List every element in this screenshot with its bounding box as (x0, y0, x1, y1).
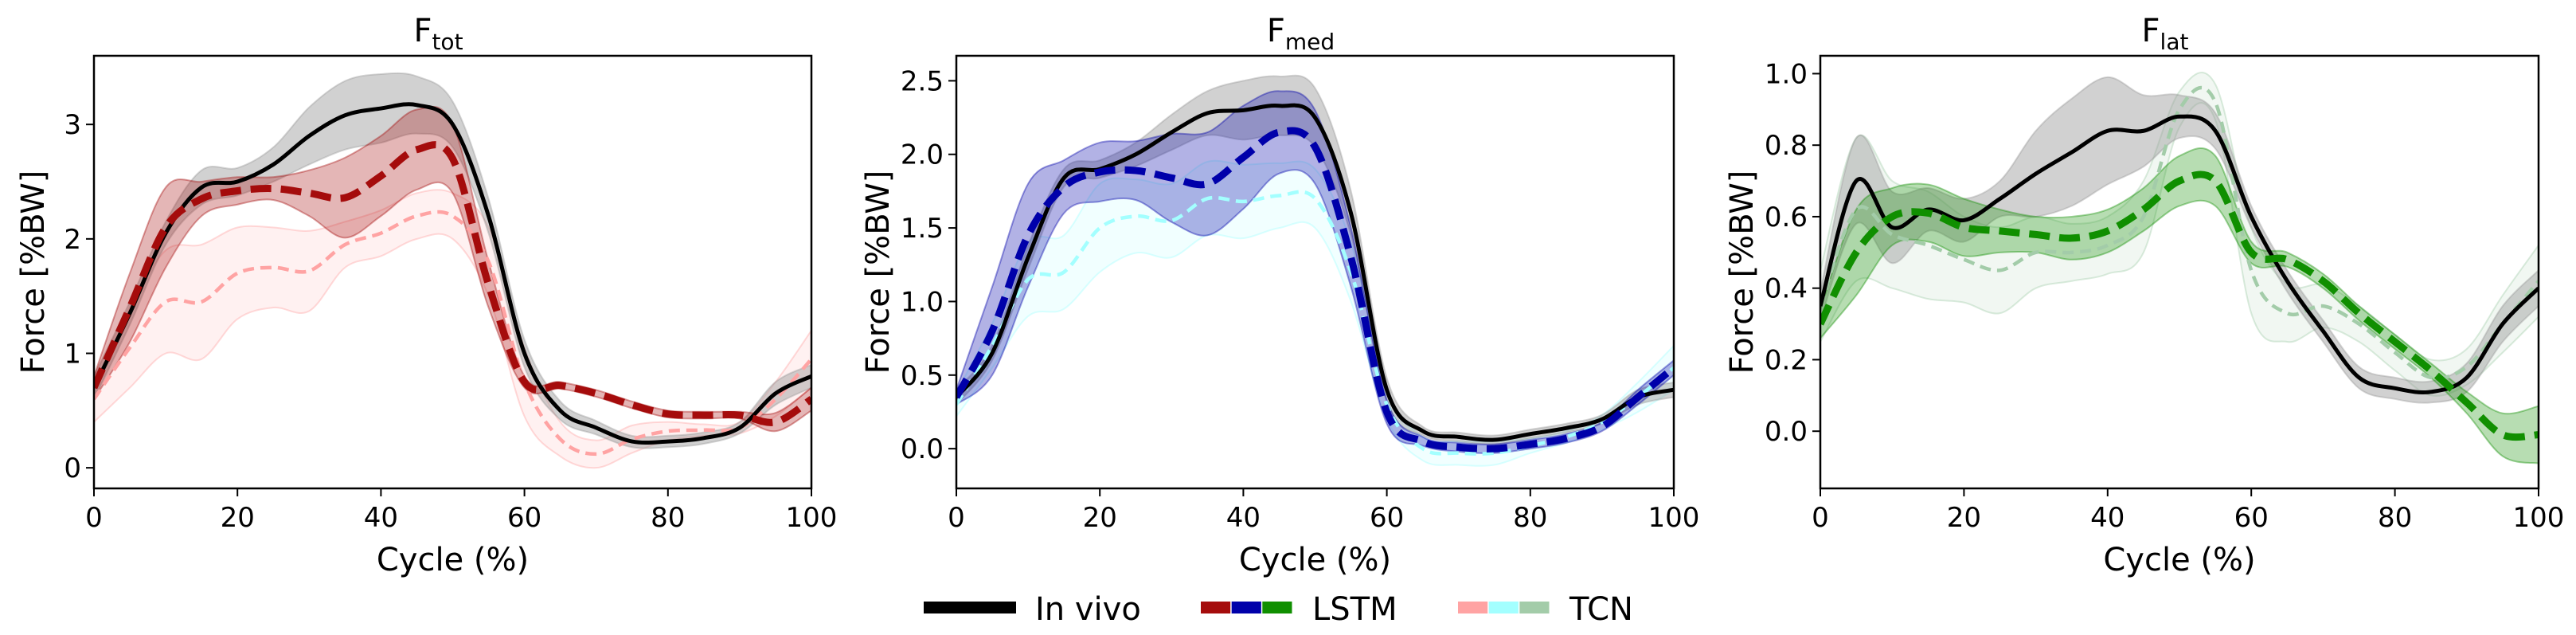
title-subscript: lat (2160, 29, 2189, 55)
x-tick-label: 100 (1648, 502, 1700, 534)
band-tcn (94, 189, 811, 469)
y-tick-label: 1 (64, 338, 81, 370)
y-axis-label: Force [%BW] (15, 171, 52, 374)
legend-item-in-vivo: In vivo (924, 591, 1141, 628)
band-lstm (1820, 147, 2539, 464)
x-tick-label: 20 (1947, 502, 1981, 534)
legend-swatch (1201, 602, 1231, 613)
x-axis-label: Cycle (%) (377, 542, 529, 578)
y-tick-label: 2.0 (901, 139, 944, 171)
band-in-vivo (1820, 76, 2539, 404)
y-tick-label: 0.0 (1765, 416, 1808, 448)
y-tick-label: 0.6 (1765, 202, 1808, 233)
legend-swatch (1488, 602, 1519, 613)
panel-lat: 0 20 40 60 80 100 0.0 0.2 0.4 0.6 0.8 1.0 Cycle (%) F… (1724, 13, 2564, 578)
panel-title: Fmed (1267, 13, 1335, 55)
x-tick-label: 60 (1370, 502, 1404, 534)
legend-swatch (1231, 602, 1261, 613)
x-tick-label: 20 (1083, 502, 1117, 534)
panel-title: Ftot (413, 13, 463, 55)
x-tick-label: 60 (2234, 502, 2269, 534)
y-tick-label: 1.5 (901, 213, 944, 245)
series-line-tcn (94, 210, 811, 457)
title-subscript: med (1285, 29, 1335, 55)
axes-frame (92, 54, 813, 490)
plot-area (956, 74, 1674, 467)
axes-frame (1819, 54, 2540, 490)
panel-title: Flat (2142, 13, 2189, 55)
panel-tot: 0 20 40 60 80 100 0 1 2 3 Cycle (%) Force [%BW] Ftot (15, 13, 837, 578)
series-line-in-vivo (94, 102, 811, 445)
x-axis-label: Cycle (%) (2103, 542, 2255, 578)
series-line-in-vivo (956, 103, 1674, 442)
title-subscript: tot (432, 29, 463, 55)
legend-swatch (1458, 602, 1488, 613)
y-tick-label: 3 (64, 109, 81, 141)
x-tick-label: 100 (786, 502, 838, 534)
band-tcn (1820, 72, 2539, 397)
x-tick-label: 40 (2090, 502, 2125, 534)
legend-swatch (924, 602, 1016, 613)
plot-area (94, 72, 811, 469)
legend-swatch (1519, 602, 1550, 613)
series-line-lstm (956, 127, 1674, 453)
title-main: F (1267, 13, 1285, 49)
y-tick-label: 0.4 (1765, 273, 1808, 305)
legend-label: LSTM (1312, 591, 1397, 628)
y-tick-label: 2.5 (901, 65, 944, 97)
y-tick-label: 1.0 (901, 286, 944, 318)
y-tick-label: 1.0 (1765, 58, 1808, 90)
series-line-lstm (94, 141, 811, 426)
y-axis-label: Force [%BW] (1724, 171, 1761, 374)
x-tick-label: 80 (1513, 502, 1547, 534)
band-tcn (956, 159, 1674, 467)
legend-item-tcn: TCN (1458, 591, 1633, 628)
y-tick-label: 0 (64, 453, 81, 484)
legend-item-lstm: LSTM (1201, 591, 1397, 628)
y-tick-label: 0.0 (901, 433, 944, 465)
y-tick-label: 0.8 (1765, 130, 1808, 162)
x-tick-label: 60 (507, 502, 541, 534)
title-main: F (2142, 13, 2160, 49)
x-tick-label: 40 (364, 502, 398, 534)
series-line-tcn (956, 190, 1674, 456)
legend: In vivo LSTM TCN (924, 591, 1633, 628)
panel-med: 0 20 40 60 80 100 0.0 0.5 1.0 1.5 2.0 2.5 Cycle (%) F… (860, 13, 1699, 578)
x-tick-label: 40 (1226, 502, 1261, 534)
band-lstm (94, 105, 811, 433)
x-tick-label: 100 (2513, 502, 2565, 534)
y-tick-label: 0.2 (1765, 344, 1808, 376)
axes-frame (955, 54, 1675, 490)
x-axis-label: Cycle (%) (1239, 542, 1391, 578)
y-tick-label: 0.5 (901, 360, 944, 392)
series-line-tcn (1820, 85, 2539, 380)
legend-label: In vivo (1035, 591, 1141, 628)
title-main: F (413, 13, 432, 49)
legend-label: TCN (1569, 591, 1633, 628)
x-tick-label: 80 (2378, 502, 2412, 534)
x-tick-label: 0 (1812, 502, 1829, 534)
legend-swatch (1262, 602, 1292, 613)
x-tick-label: 80 (651, 502, 685, 534)
x-tick-label: 0 (948, 502, 965, 534)
x-tick-label: 0 (85, 502, 103, 534)
plot-area (1820, 72, 2539, 464)
y-tick-label: 2 (64, 224, 81, 256)
series-line-lstm (1820, 171, 2539, 441)
y-axis-label: Force [%BW] (860, 171, 897, 374)
x-tick-label: 20 (221, 502, 255, 534)
